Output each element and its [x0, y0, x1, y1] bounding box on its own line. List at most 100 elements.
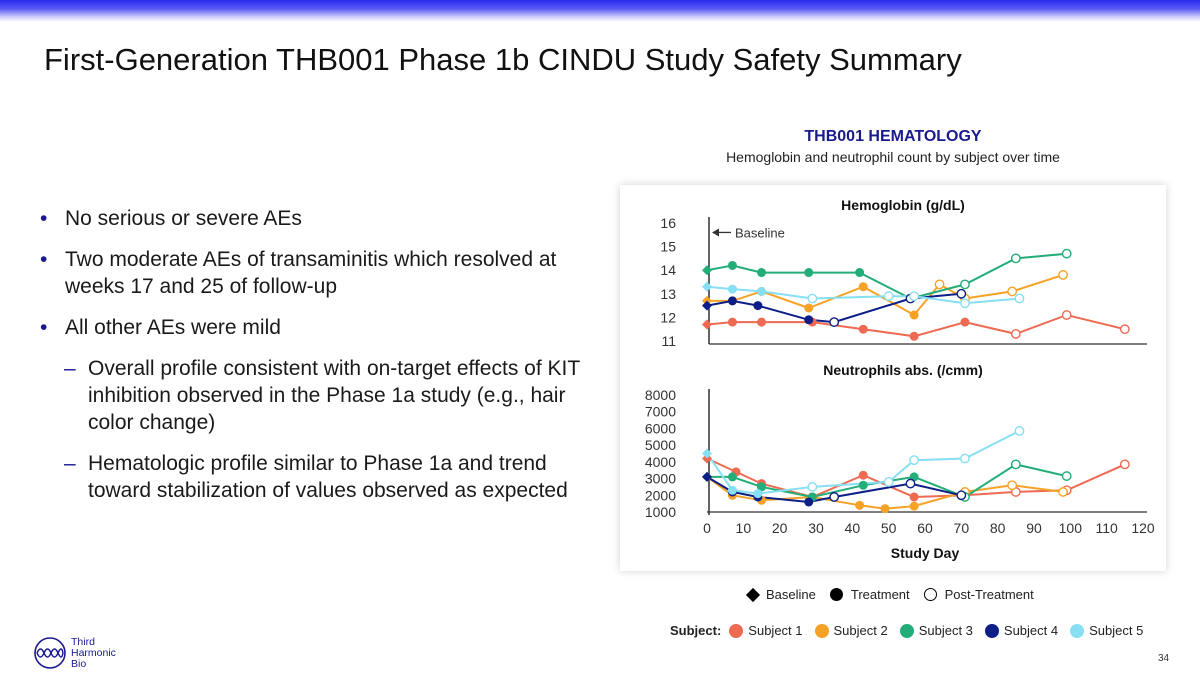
- data-point-treatment: [880, 504, 890, 514]
- legend-subject-3-label: Subject 3: [918, 623, 973, 638]
- data-point-treatment: [858, 470, 868, 480]
- legend-post-treatment-label: Post-Treatment: [944, 587, 1034, 602]
- data-point-treatment: [727, 317, 737, 327]
- data-point-post-treatment: [934, 279, 945, 290]
- data-point-treatment: [909, 492, 919, 502]
- data-point-treatment: [804, 497, 814, 507]
- data-point-treatment: [858, 480, 868, 490]
- page-number: 34: [1158, 653, 1170, 664]
- series-line: [706, 476, 1064, 510]
- y-tick-label: 11: [661, 333, 676, 349]
- data-point-treatment: [960, 317, 970, 327]
- chart-panel: Hemoglobin (g/dL) 11 12 13 14 15 16 Baseline Neu…: [620, 185, 1166, 571]
- sub-bullet-text: Hematologic profile similar to Phase 1a …: [88, 452, 568, 502]
- data-point-post-treatment: [807, 482, 818, 492]
- data-point-treatment: [858, 324, 868, 334]
- bullet-text: Two moderate AEs of transaminitis which …: [65, 248, 557, 298]
- legend-post-treatment: Post-Treatment: [923, 587, 1034, 602]
- data-point-treatment: [753, 301, 763, 311]
- sub-bullet-marker: –: [64, 357, 76, 380]
- legend-treatment-label: Treatment: [850, 587, 910, 602]
- logo-line: Harmonic: [71, 646, 116, 659]
- data-point-baseline: [702, 300, 712, 311]
- data-point-treatment: [909, 310, 919, 320]
- data-point-post-treatment: [1119, 459, 1130, 470]
- bullet-text: All other AEs were mild: [65, 316, 281, 339]
- data-point-treatment: [855, 500, 865, 510]
- data-point-baseline: [702, 281, 712, 292]
- company-logo: Third Harmonic Bio: [33, 636, 116, 670]
- data-point-post-treatment: [1014, 426, 1025, 436]
- data-point-post-treatment: [909, 291, 919, 302]
- sub-bullet-text: Overall profile consistent with on-targe…: [88, 357, 580, 434]
- baseline-annotation: Baseline: [735, 225, 785, 240]
- data-point-treatment: [909, 501, 919, 511]
- bullet-marker: •: [40, 207, 48, 230]
- legend-subject-1-label: Subject 1: [748, 623, 803, 638]
- y-tick-label: 8000: [645, 387, 676, 403]
- data-point-treatment: [804, 268, 814, 278]
- chart-subtitle: Hemoglobin and neutrophil count by subje…: [726, 149, 1060, 165]
- legend-subject-4-label: Subject 4: [1003, 623, 1059, 638]
- data-point-treatment: [727, 472, 737, 482]
- data-point-post-treatment: [1010, 329, 1021, 339]
- data-point-post-treatment: [960, 453, 970, 464]
- bullet-marker: •: [40, 316, 48, 339]
- data-point-baseline: [702, 453, 712, 464]
- data-point-post-treatment: [883, 291, 894, 302]
- x-tick-label: 60: [917, 520, 933, 536]
- x-tick-label: 20: [772, 520, 788, 536]
- legend-baseline: Baseline: [745, 587, 816, 602]
- data-point-post-treatment: [883, 477, 894, 487]
- data-point-baseline: [702, 448, 712, 459]
- logo-line: Bio: [71, 657, 87, 670]
- y-tick-label: 5000: [645, 437, 676, 453]
- legend-subject-5-label: Subject 5: [1089, 623, 1144, 638]
- x-tick-label: 30: [808, 520, 824, 536]
- phase-legend: Baseline Treatment Post-Treatment: [745, 587, 1048, 602]
- data-point-post-treatment: [1119, 324, 1130, 335]
- data-point-baseline: [702, 265, 712, 276]
- data-point-post-treatment: [1058, 487, 1068, 497]
- subject-4-swatch-icon: [984, 623, 999, 638]
- page-title: First-Generation THB001 Phase 1b CINDU S…: [44, 42, 962, 77]
- series-line: [706, 285, 1020, 305]
- data-point-treatment: [757, 317, 766, 327]
- data-point-post-treatment: [807, 293, 818, 304]
- data-point-baseline: [702, 319, 712, 330]
- subject-2-swatch-icon: [814, 623, 829, 638]
- y-tick-label: 15: [660, 239, 676, 255]
- baseline-arrow-head-icon: [712, 228, 719, 237]
- data-point-treatment: [727, 284, 737, 294]
- bullet-item: • No serious or severe AEs: [40, 205, 585, 232]
- data-point-post-treatment: [1010, 459, 1021, 470]
- x-tick-label: 80: [990, 520, 1006, 536]
- data-point-post-treatment: [1058, 270, 1068, 280]
- data-point-post-treatment: [1010, 253, 1021, 264]
- subject-legend-label: Subject:: [670, 623, 722, 638]
- data-point-post-treatment: [956, 490, 967, 501]
- legend-subject-2: Subject 2: [814, 623, 888, 638]
- x-tick-label: 0: [703, 520, 711, 536]
- x-tick-label: 110: [1096, 520, 1119, 536]
- wave-logo-icon: [34, 637, 66, 669]
- x-tick-label: 90: [1026, 520, 1042, 536]
- data-point-post-treatment: [1014, 293, 1025, 304]
- legend-subject-3: Subject 3: [899, 623, 973, 638]
- x-axis-title: Study Day: [891, 545, 960, 561]
- data-point-treatment: [909, 331, 919, 341]
- y-tick-label: 12: [660, 309, 676, 325]
- legend-subject-1: Subject 1: [729, 623, 803, 638]
- data-point-post-treatment: [960, 298, 970, 309]
- subject-5-swatch-icon: [1070, 623, 1085, 638]
- sub-bullet-item: – Overall profile consistent with on-tar…: [64, 355, 585, 436]
- data-point-post-treatment: [909, 455, 919, 466]
- bullet-list: • No serious or severe AEs • Two moderat…: [40, 205, 585, 518]
- data-point-treatment: [727, 485, 737, 495]
- subject-1-swatch-icon: [729, 623, 744, 638]
- sub-bullet-item: – Hematologic profile similar to Phase 1…: [64, 450, 585, 504]
- data-point-post-treatment: [905, 478, 916, 489]
- data-point-post-treatment: [1061, 310, 1072, 320]
- x-tick-label: 70: [954, 520, 970, 536]
- y-tick-label: 16: [660, 215, 676, 231]
